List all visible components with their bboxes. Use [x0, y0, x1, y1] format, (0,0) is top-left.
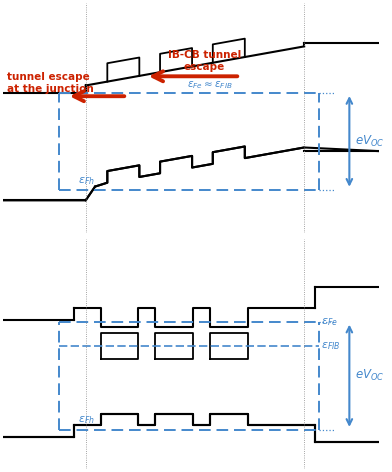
Polygon shape: [3, 146, 379, 233]
Text: IB-CB tunnel
escape: IB-CB tunnel escape: [168, 50, 241, 72]
Text: $\varepsilon_{Fh}$: $\varepsilon_{Fh}$: [78, 414, 95, 426]
Text: $\varepsilon_{Fe}$: $\varepsilon_{Fe}$: [321, 316, 338, 328]
Text: $eV_{OC}$: $eV_{OC}$: [355, 368, 385, 383]
Text: $\varepsilon_{Fe} \approx \varepsilon_{FIB}$: $\varepsilon_{Fe} \approx \varepsilon_{F…: [187, 79, 233, 91]
Text: $eV_{OC}$: $eV_{OC}$: [355, 134, 385, 149]
Polygon shape: [3, 413, 379, 469]
Text: tunnel escape
at the junction: tunnel escape at the junction: [7, 72, 93, 94]
Text: $\varepsilon_{FIB}$: $\varepsilon_{FIB}$: [321, 340, 341, 352]
Text: $\varepsilon_{Fh}$: $\varepsilon_{Fh}$: [78, 175, 95, 186]
